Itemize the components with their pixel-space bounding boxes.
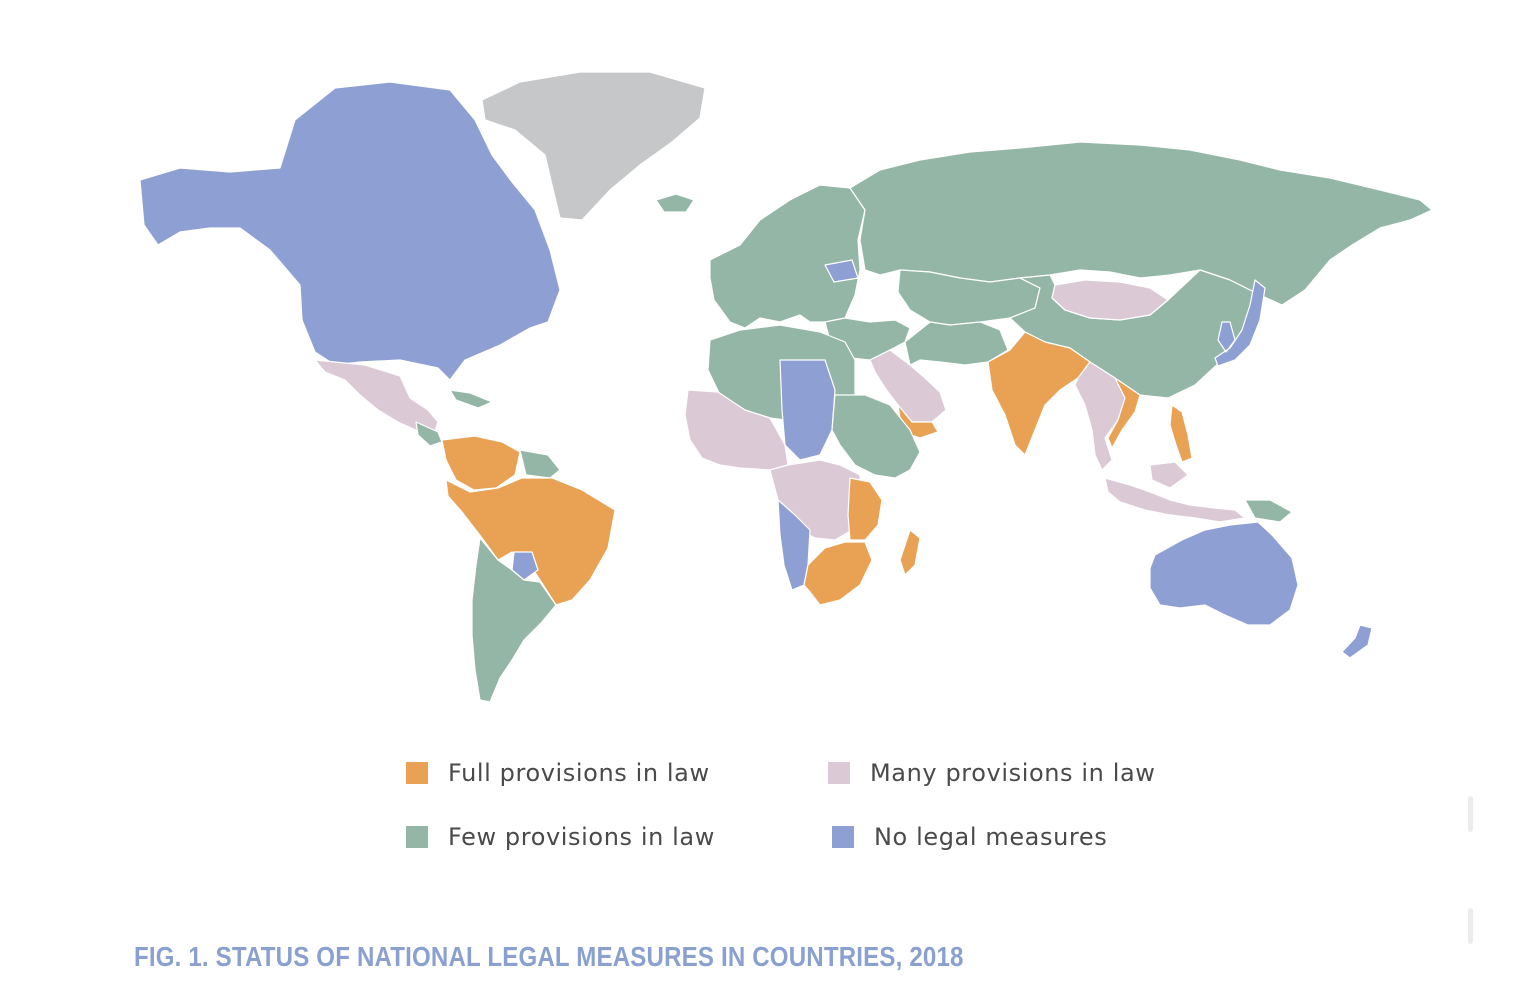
map-region-arabia — [869, 349, 947, 423]
map-region-east-africa — [847, 477, 883, 541]
legend-swatch-none — [832, 826, 854, 848]
legend-label-none: No legal measures — [874, 823, 1108, 851]
map-region-caribbean — [415, 389, 493, 447]
map-region-europe — [709, 184, 866, 329]
map-region-libya-chad — [779, 359, 836, 461]
map-region-sudan-ethiopia — [831, 394, 921, 479]
legend-label-many: Many provisions in law — [870, 759, 1156, 787]
legend-item-no-measures: No legal measures — [832, 823, 1107, 851]
map-region-new-zealand — [1341, 624, 1373, 659]
map-region-paraguay — [511, 551, 539, 581]
world-map — [120, 60, 1450, 720]
map-region-philippines — [1169, 404, 1193, 463]
legend-item-few-provisions: Few provisions in law — [406, 823, 715, 851]
map-region-north-america — [139, 81, 561, 381]
world-map-svg — [139, 71, 1433, 703]
map-region-vietnam — [1107, 377, 1141, 449]
page-edge-mark — [1468, 908, 1473, 944]
legend-swatch-full — [406, 762, 428, 784]
legend-item-full-provisions: Full provisions in law — [406, 759, 710, 787]
legend-label-full: Full provisions in law — [448, 759, 710, 787]
map-region-indonesia — [1104, 461, 1246, 523]
legend-item-many-provisions: Many provisions in law — [828, 759, 1156, 787]
map-region-guianas — [519, 449, 561, 479]
map-region-korea-japan — [1214, 279, 1266, 367]
map-region-belarus — [824, 259, 859, 283]
legend-label-few: Few provisions in law — [448, 823, 715, 851]
map-region-colombia-venezuela — [441, 435, 521, 491]
figure-caption: FIG. 1. STATUS OF NATIONAL LEGAL MEASURE… — [134, 941, 964, 972]
map-region-greenland — [481, 71, 706, 221]
map-region-chile-argentina-uruguay — [471, 537, 557, 703]
map-region-iceland — [655, 193, 695, 213]
map-region-iran-afghanistan — [904, 321, 1009, 366]
map-region-brazil-peru-bolivia — [445, 477, 616, 606]
map-region-south-asia — [987, 331, 1091, 456]
map-region-southern-africa — [803, 541, 873, 606]
map-region-mongolia — [1051, 279, 1169, 321]
map-region-papua-new-guinea — [1244, 499, 1293, 523]
legend-swatch-many — [828, 762, 850, 784]
map-region-madagascar — [899, 529, 921, 576]
page-edge-mark — [1468, 796, 1473, 832]
map-region-australia — [1149, 521, 1299, 626]
legend-swatch-few — [406, 826, 428, 848]
